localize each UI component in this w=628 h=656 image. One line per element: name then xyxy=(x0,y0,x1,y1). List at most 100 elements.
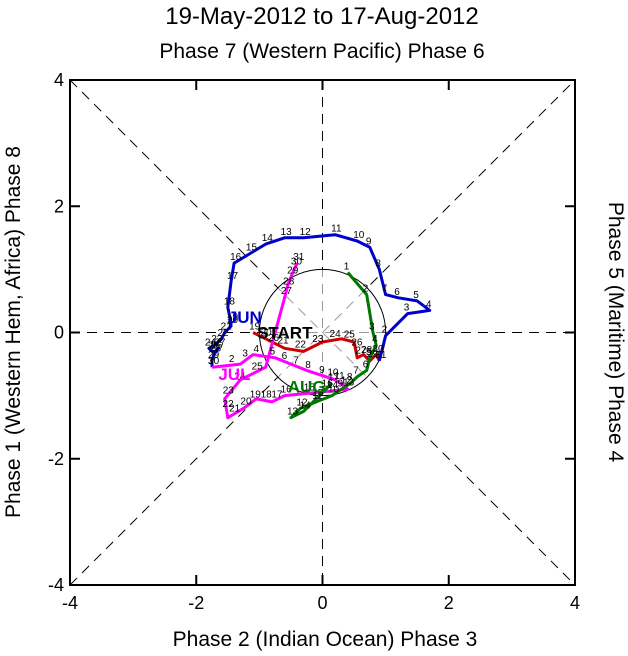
day-label: 30 xyxy=(372,344,384,355)
day-label: 15 xyxy=(246,243,258,254)
day-label: 28 xyxy=(210,344,222,355)
day-label: 8 xyxy=(347,372,353,383)
day-label: 25 xyxy=(252,361,264,372)
top-phase-label: Phase 7 (Western Pacific) Phase 6 xyxy=(159,40,484,63)
right-phase-label: Phase 5 (Maritime) Phase 4 xyxy=(604,202,627,463)
day-label: 13 xyxy=(281,227,293,238)
day-label: 23 xyxy=(211,334,223,345)
y-tick-label: 4 xyxy=(54,70,64,90)
day-label: 9 xyxy=(366,236,372,247)
day-label: 19 xyxy=(250,390,262,401)
day-label: 20 xyxy=(240,397,252,408)
day-label: 17 xyxy=(227,271,239,282)
day-label: 21 xyxy=(277,336,289,347)
day-label: 30 xyxy=(208,356,220,367)
day-label: 7 xyxy=(293,356,299,367)
y-tick-label: 2 xyxy=(54,196,64,216)
day-label: 28 xyxy=(361,345,373,356)
day-label: 22 xyxy=(218,328,230,339)
day-label: 2 xyxy=(363,284,369,295)
day-label: 16 xyxy=(322,378,334,389)
day-label: 29 xyxy=(367,349,379,360)
y-tick-label: -2 xyxy=(48,449,64,469)
day-label: 15 xyxy=(304,382,316,393)
day-label: 8 xyxy=(305,360,311,371)
day-label: 26 xyxy=(351,338,363,349)
day-label: 4 xyxy=(253,344,259,355)
day-label: 10 xyxy=(353,230,365,241)
day-label: 9 xyxy=(337,378,343,389)
x-tick-label: -2 xyxy=(188,593,204,613)
series-line-aug xyxy=(289,271,378,420)
day-label: 3 xyxy=(404,303,410,314)
day-label: 29 xyxy=(287,266,299,277)
day-label: 14 xyxy=(300,400,312,411)
day-label: 28 xyxy=(283,277,295,288)
day-label: 1 xyxy=(375,350,381,361)
x-tick-label: 2 xyxy=(444,593,454,613)
month-label-jun: JUN xyxy=(228,308,262,327)
day-label: 5 xyxy=(413,290,419,301)
day-label: 5 xyxy=(366,347,372,358)
day-label: 24 xyxy=(205,337,217,348)
series-line-may xyxy=(252,331,381,363)
day-label: 16 xyxy=(281,385,293,396)
day-label: 8 xyxy=(375,258,381,269)
day-label: 31 xyxy=(293,252,305,263)
chart-title: 19-May-2012 to 17-Aug-2012 xyxy=(165,3,479,30)
day-label: 26 xyxy=(211,340,223,351)
y-tick-label: -4 xyxy=(48,575,64,595)
month-label-jul: JUL xyxy=(218,365,250,384)
day-label: 25 xyxy=(208,340,220,351)
day-label: 24 xyxy=(330,329,342,340)
day-label: 10 xyxy=(328,385,340,396)
series-line-jul xyxy=(211,262,350,420)
day-label: 13 xyxy=(343,378,355,389)
day-label: 4 xyxy=(426,299,432,310)
day-label: 27 xyxy=(214,337,226,348)
day-label: 26 xyxy=(268,333,280,344)
day-label: 11 xyxy=(312,391,323,402)
day-label: 11 xyxy=(334,371,345,382)
day-label: 21 xyxy=(229,404,241,415)
start-label: START xyxy=(257,324,313,343)
day-label: 14 xyxy=(262,233,274,244)
day-label: 17 xyxy=(328,372,340,383)
day-label: 31 xyxy=(375,350,387,361)
day-label: 20 xyxy=(227,315,239,326)
bottom-phase-label: Phase 2 (Indian Ocean) Phase 3 xyxy=(173,628,478,651)
day-label: 19 xyxy=(227,312,239,323)
x-tick-label: 4 xyxy=(570,593,580,613)
day-label: 20 xyxy=(261,327,273,338)
day-label: 17 xyxy=(271,389,283,400)
day-label: 21 xyxy=(221,322,233,333)
day-label: 6 xyxy=(394,287,400,298)
day-label: 2 xyxy=(382,325,388,336)
day-label: 22 xyxy=(223,399,235,410)
day-label: 18 xyxy=(261,389,273,400)
day-label: 27 xyxy=(281,286,293,297)
day-label: 4 xyxy=(372,334,378,345)
day-label: 5 xyxy=(270,347,276,358)
day-label: 12 xyxy=(341,375,353,386)
day-label: 27 xyxy=(355,346,367,357)
day-label: 10 xyxy=(327,368,339,379)
day-label: 18 xyxy=(224,296,236,307)
left-phase-label: Phase 1 (Western Hem, Africa) Phase 8 xyxy=(2,146,25,518)
series-line-jun xyxy=(207,233,432,368)
day-label: 6 xyxy=(363,359,369,370)
phase-guides xyxy=(69,79,576,586)
day-label: 25 xyxy=(344,329,356,340)
series-layer xyxy=(207,233,432,420)
day-label: 24 xyxy=(234,371,246,382)
day-label: 13 xyxy=(287,407,299,418)
day-label: 3 xyxy=(369,322,375,333)
day-label: 7 xyxy=(382,284,388,295)
day-label: 2 xyxy=(229,354,235,365)
day-label: 15 xyxy=(312,388,324,399)
day-label: 19 xyxy=(249,322,261,333)
day-label: 1 xyxy=(344,262,350,273)
day-label: 9 xyxy=(319,365,325,376)
